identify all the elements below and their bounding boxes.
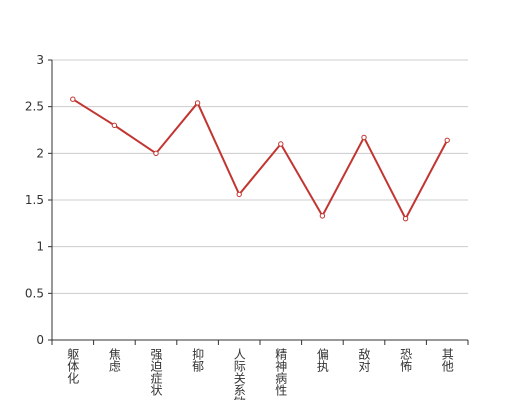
x-tick-label: 强迫症状 [149,348,163,396]
y-tick-label: 0.5 [25,286,44,300]
x-tick-label: 躯体化 [66,347,80,385]
x-tick-label: 恐怖 [399,348,413,372]
y-tick-label: 2 [36,146,44,160]
y-tick-label: 1.5 [25,193,44,207]
point [70,96,76,102]
line [72,98,449,221]
y-tick-label: 2.5 [25,100,44,114]
point [236,191,242,198]
x-tick-label: 其他 [440,348,454,372]
point [402,215,409,222]
point [319,213,326,219]
y-tick-label: 1 [36,240,44,254]
y-tick-label: 3 [36,53,44,67]
x-tick-label: 敌对 [357,347,371,372]
x-tick-label: 焦虑 [107,348,121,372]
x-tick-label: 人际关系敏感 [232,348,246,400]
point [278,141,284,147]
x-tick-label: 偏执 [315,347,329,373]
point [361,134,367,141]
y-tick-label: 0 [36,333,44,347]
point [194,100,201,106]
point [444,137,450,143]
x-tick-label: 抑郁 [191,347,205,373]
point [111,122,118,129]
point [153,150,159,157]
x-tick-label: 精神病性 [274,348,288,397]
